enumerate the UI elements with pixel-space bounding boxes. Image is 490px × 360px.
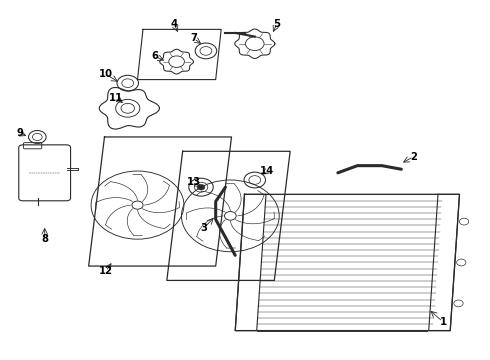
Text: 13: 13 [187,177,201,187]
Circle shape [197,184,205,190]
Text: 10: 10 [99,69,113,79]
Text: 12: 12 [99,266,113,276]
Text: 1: 1 [440,317,446,327]
Text: 6: 6 [151,51,158,61]
Text: 14: 14 [260,166,274,176]
Text: 7: 7 [190,33,197,43]
Text: 3: 3 [200,224,207,233]
Text: 8: 8 [41,234,48,244]
Text: 9: 9 [17,129,24,138]
Text: 2: 2 [410,152,417,162]
Text: 11: 11 [108,93,122,103]
Text: 4: 4 [171,19,178,29]
Text: 5: 5 [273,19,280,29]
